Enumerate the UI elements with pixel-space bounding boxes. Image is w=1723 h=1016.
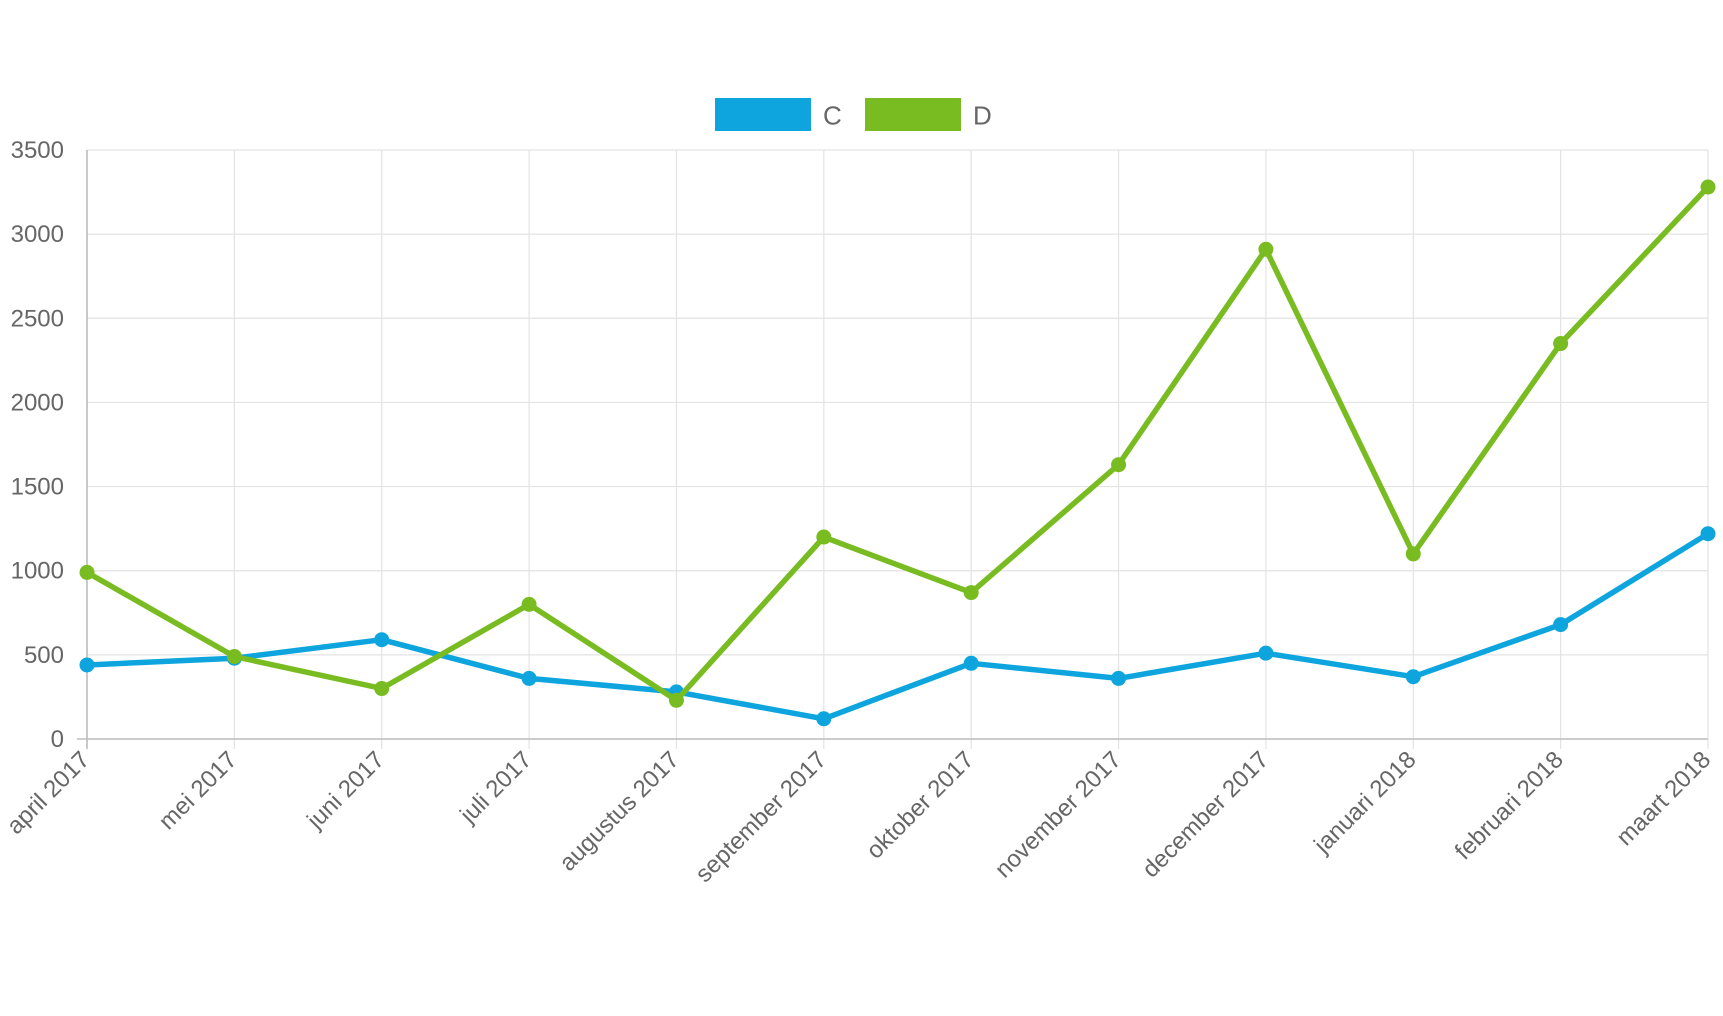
data-point-d[interactable] xyxy=(963,585,979,601)
x-tick-label: februari 2018 xyxy=(1450,746,1569,865)
axes xyxy=(77,150,1708,749)
x-tick-label: mei 2017 xyxy=(154,746,243,835)
x-tick-label: oktober 2017 xyxy=(861,746,979,864)
legend-item-d[interactable]: D xyxy=(865,98,992,131)
x-tick-label: november 2017 xyxy=(990,746,1127,883)
x-tick-label: maart 2018 xyxy=(1611,746,1716,851)
y-tick-label: 2500 xyxy=(11,305,64,332)
y-tick-label: 500 xyxy=(24,642,64,669)
y-axis-ticks: 0 500 1000 1500 2000 2500 3000 3500 xyxy=(11,137,64,753)
legend-swatch xyxy=(865,98,961,131)
data-point-c[interactable] xyxy=(1405,669,1421,685)
data-point-d[interactable] xyxy=(1700,179,1716,195)
data-point-c[interactable] xyxy=(521,670,537,686)
data-point-d[interactable] xyxy=(1553,336,1569,352)
series-line-c xyxy=(84,530,1711,722)
y-tick-label: 0 xyxy=(51,726,64,753)
series-c xyxy=(79,526,1716,727)
x-tick-label: september 2017 xyxy=(690,746,832,888)
series-layer xyxy=(79,179,1716,727)
legend-label: C xyxy=(823,101,842,131)
legend-item-c[interactable]: C xyxy=(715,98,842,131)
data-point-d[interactable] xyxy=(1111,457,1127,473)
x-tick-label: juli 2017 xyxy=(454,746,537,829)
data-point-c[interactable] xyxy=(1553,617,1569,633)
y-tick-label: 3000 xyxy=(11,221,64,248)
grid xyxy=(86,149,1709,749)
series-d xyxy=(79,179,1716,708)
data-point-d[interactable] xyxy=(668,692,684,708)
data-point-c[interactable] xyxy=(374,632,390,648)
data-point-c[interactable] xyxy=(1111,670,1127,686)
data-point-d[interactable] xyxy=(1258,241,1274,257)
data-point-d[interactable] xyxy=(79,564,95,580)
data-point-c[interactable] xyxy=(1700,526,1716,542)
x-axis-ticks: april 2017 mei 2017 juni 2017 juli 2017 augu… xyxy=(2,746,1717,888)
data-point-c[interactable] xyxy=(1258,645,1274,661)
x-tick-label: juni 2017 xyxy=(301,746,390,835)
legend-swatch xyxy=(715,98,811,131)
y-tick-label: 1000 xyxy=(11,558,64,585)
data-point-d[interactable] xyxy=(226,649,242,665)
legend-label: D xyxy=(973,101,992,131)
data-point-c[interactable] xyxy=(79,657,95,673)
y-tick-label: 3500 xyxy=(11,137,64,164)
x-tick-label: april 2017 xyxy=(2,746,96,840)
data-point-c[interactable] xyxy=(963,655,979,671)
x-tick-label: december 2017 xyxy=(1137,746,1274,883)
data-point-d[interactable] xyxy=(816,529,832,545)
x-tick-label: augustus 2017 xyxy=(554,746,684,876)
data-point-c[interactable] xyxy=(816,711,832,727)
data-point-d[interactable] xyxy=(521,596,537,612)
data-point-d[interactable] xyxy=(374,681,390,697)
data-point-d[interactable] xyxy=(1405,546,1421,562)
series-line-d xyxy=(84,184,1711,704)
y-tick-label: 2000 xyxy=(11,389,64,416)
y-tick-label: 1500 xyxy=(11,474,64,501)
x-tick-label: januari 2018 xyxy=(1308,746,1421,859)
